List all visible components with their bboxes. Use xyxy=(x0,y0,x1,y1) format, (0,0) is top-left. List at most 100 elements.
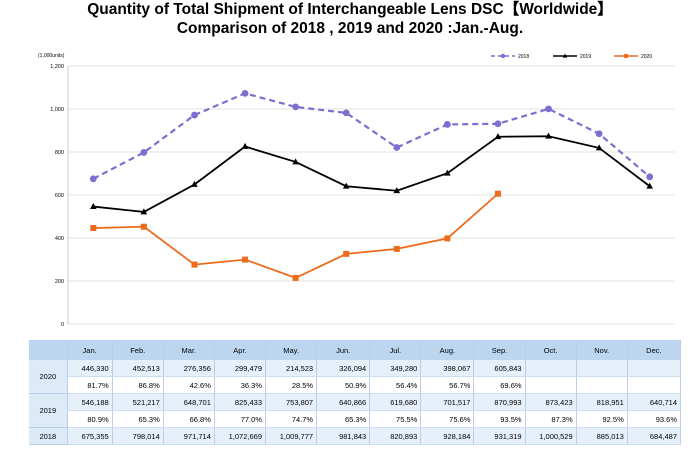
data-point-2020 xyxy=(292,274,299,281)
data-point-2018 xyxy=(89,175,97,183)
y-tick-label: 400 xyxy=(55,236,64,242)
percent-cell: 66.8% xyxy=(163,410,215,428)
table-row: 2018 675,355 798,014 971,714 1,072,669 1,009,… xyxy=(29,427,682,445)
units-cell: 1,072,669 xyxy=(214,427,267,445)
data-point-2019 xyxy=(595,144,603,151)
data-table: Jan. Feb. Mar. Apr. May. Jun. Jul. Aug. Sep. Oct.… xyxy=(29,340,682,445)
data-point-2019 xyxy=(89,202,97,209)
line-chart: 0 200 400 600 800 1,000 1,200 (1,000units) 2018… xyxy=(38,53,675,328)
month-header: Feb. xyxy=(112,340,164,360)
legend-marker-2020 xyxy=(624,54,628,58)
table-header-row: Jan. Feb. Mar. Apr. May. Jun. Jul. Aug. Sep. Oct.… xyxy=(29,340,682,360)
percent-cell: 65.3% xyxy=(112,410,164,428)
chart-title-line2: Comparison of 2018 , 2019 and 2020 :Jan.… xyxy=(176,20,524,37)
units-cell: 349,280 xyxy=(369,360,422,377)
data-point-2018 xyxy=(191,111,198,119)
percent-cell: 75.6% xyxy=(420,410,475,428)
month-header: Jan. xyxy=(67,340,113,360)
y-tick-label: 800 xyxy=(55,150,64,156)
month-header: Sep. xyxy=(473,340,526,360)
data-point-2018 xyxy=(494,120,502,128)
series-group xyxy=(89,89,654,281)
percent-cell: 75.5% xyxy=(369,410,422,428)
units-cell: 214,523 xyxy=(265,360,318,377)
year-label: 2018 xyxy=(29,427,68,445)
data-point-2020 xyxy=(343,250,350,257)
percent-cell: 87.3% xyxy=(525,410,577,428)
units-cell: 619,680 xyxy=(369,393,422,411)
percent-cell: 93.6% xyxy=(627,410,682,428)
percent-cell: 81.7% xyxy=(67,376,113,394)
gridlines xyxy=(68,65,675,325)
legend: 2018 2019 2020 xyxy=(491,53,652,60)
data-point-2019 xyxy=(646,182,654,189)
units-cell: 640,714 xyxy=(627,393,682,411)
units-cell: 640,866 xyxy=(316,393,371,411)
month-header: Jun. xyxy=(316,340,371,360)
units-cell xyxy=(525,360,577,377)
units-cell: 452,513 xyxy=(112,360,164,377)
data-point-2018 xyxy=(545,105,552,113)
legend-marker-2018 xyxy=(500,53,506,59)
units-cell: 825,433 xyxy=(214,393,267,411)
data-point-2020 xyxy=(494,190,501,197)
units-cell xyxy=(627,360,682,377)
units-cell: 276,356 xyxy=(163,360,215,377)
data-point-2020 xyxy=(90,225,97,232)
percent-cell: 86.8% xyxy=(112,376,164,394)
data-point-2019 xyxy=(292,158,299,165)
table-row: 81.7% 86.8% 42.6% 36.3% 28.5% 50.9% 56.4% 56.7%… xyxy=(29,376,682,394)
data-point-2020 xyxy=(393,245,400,252)
percent-cell: 74.7% xyxy=(265,410,318,428)
series-line-2019 xyxy=(93,135,651,213)
series-line-2018 xyxy=(92,92,651,180)
data-point-2018 xyxy=(443,121,451,128)
percent-cell: 50.9% xyxy=(316,376,371,394)
legend-label-2018: 2018 xyxy=(518,54,529,60)
units-cell: 701,517 xyxy=(420,393,475,411)
month-header: Jul. xyxy=(369,340,422,360)
legend-label-2019: 2019 xyxy=(580,54,591,60)
year-label: 2019 xyxy=(29,393,68,428)
units-cell: 299,479 xyxy=(214,360,267,377)
units-cell: 684,487 xyxy=(627,427,682,445)
units-cell: 820,893 xyxy=(369,427,422,445)
y-tick-label: 0 xyxy=(61,322,64,328)
units-cell: 885,013 xyxy=(576,427,628,445)
percent-cell: 36.3% xyxy=(214,376,267,394)
units-cell: 521,217 xyxy=(112,393,164,411)
month-header: Aug. xyxy=(420,340,475,360)
units-cell: 981,843 xyxy=(316,427,371,445)
data-point-2019 xyxy=(191,180,198,187)
percent-cell: 80.9% xyxy=(67,410,113,428)
units-cell: 931,319 xyxy=(473,427,526,445)
data-point-2018 xyxy=(140,149,148,156)
data-point-2018 xyxy=(292,103,300,111)
data-point-2018 xyxy=(241,89,249,97)
month-header: Nov. xyxy=(576,340,628,360)
month-header: May. xyxy=(265,340,318,360)
units-cell: 818,951 xyxy=(576,393,628,411)
chart-title-line1: Quantity of Total Shipment of Interchang… xyxy=(87,1,613,18)
data-point-2020 xyxy=(444,235,451,242)
percent-cell: 42.6% xyxy=(163,376,215,394)
data-point-2019 xyxy=(140,208,148,215)
units-cell: 648,701 xyxy=(163,393,215,411)
y-tick-label: 600 xyxy=(55,193,64,199)
legend-label-2020: 2020 xyxy=(641,54,652,60)
data-point-2020 xyxy=(140,223,147,230)
table-row: 2019 546,188 521,217 648,701 825,433 753,807 6… xyxy=(29,393,682,428)
table-row: 2020 446,330 452,513 276,356 299,479 214,523 3… xyxy=(29,360,682,394)
data-point-2020 xyxy=(242,256,249,263)
units-cell: 928,184 xyxy=(420,427,475,445)
percent-cell: 28.5% xyxy=(265,376,318,394)
data-point-2018 xyxy=(595,130,603,138)
year-label: 2020 xyxy=(29,360,68,394)
units-cell: 605,843 xyxy=(473,360,526,377)
month-header: Mar. xyxy=(163,340,215,360)
data-point-2019 xyxy=(494,133,502,140)
legend-marker-2019 xyxy=(562,53,568,58)
y-tick-label: 200 xyxy=(55,279,64,285)
data-point-2019 xyxy=(241,142,249,149)
data-point-2019 xyxy=(545,132,552,139)
